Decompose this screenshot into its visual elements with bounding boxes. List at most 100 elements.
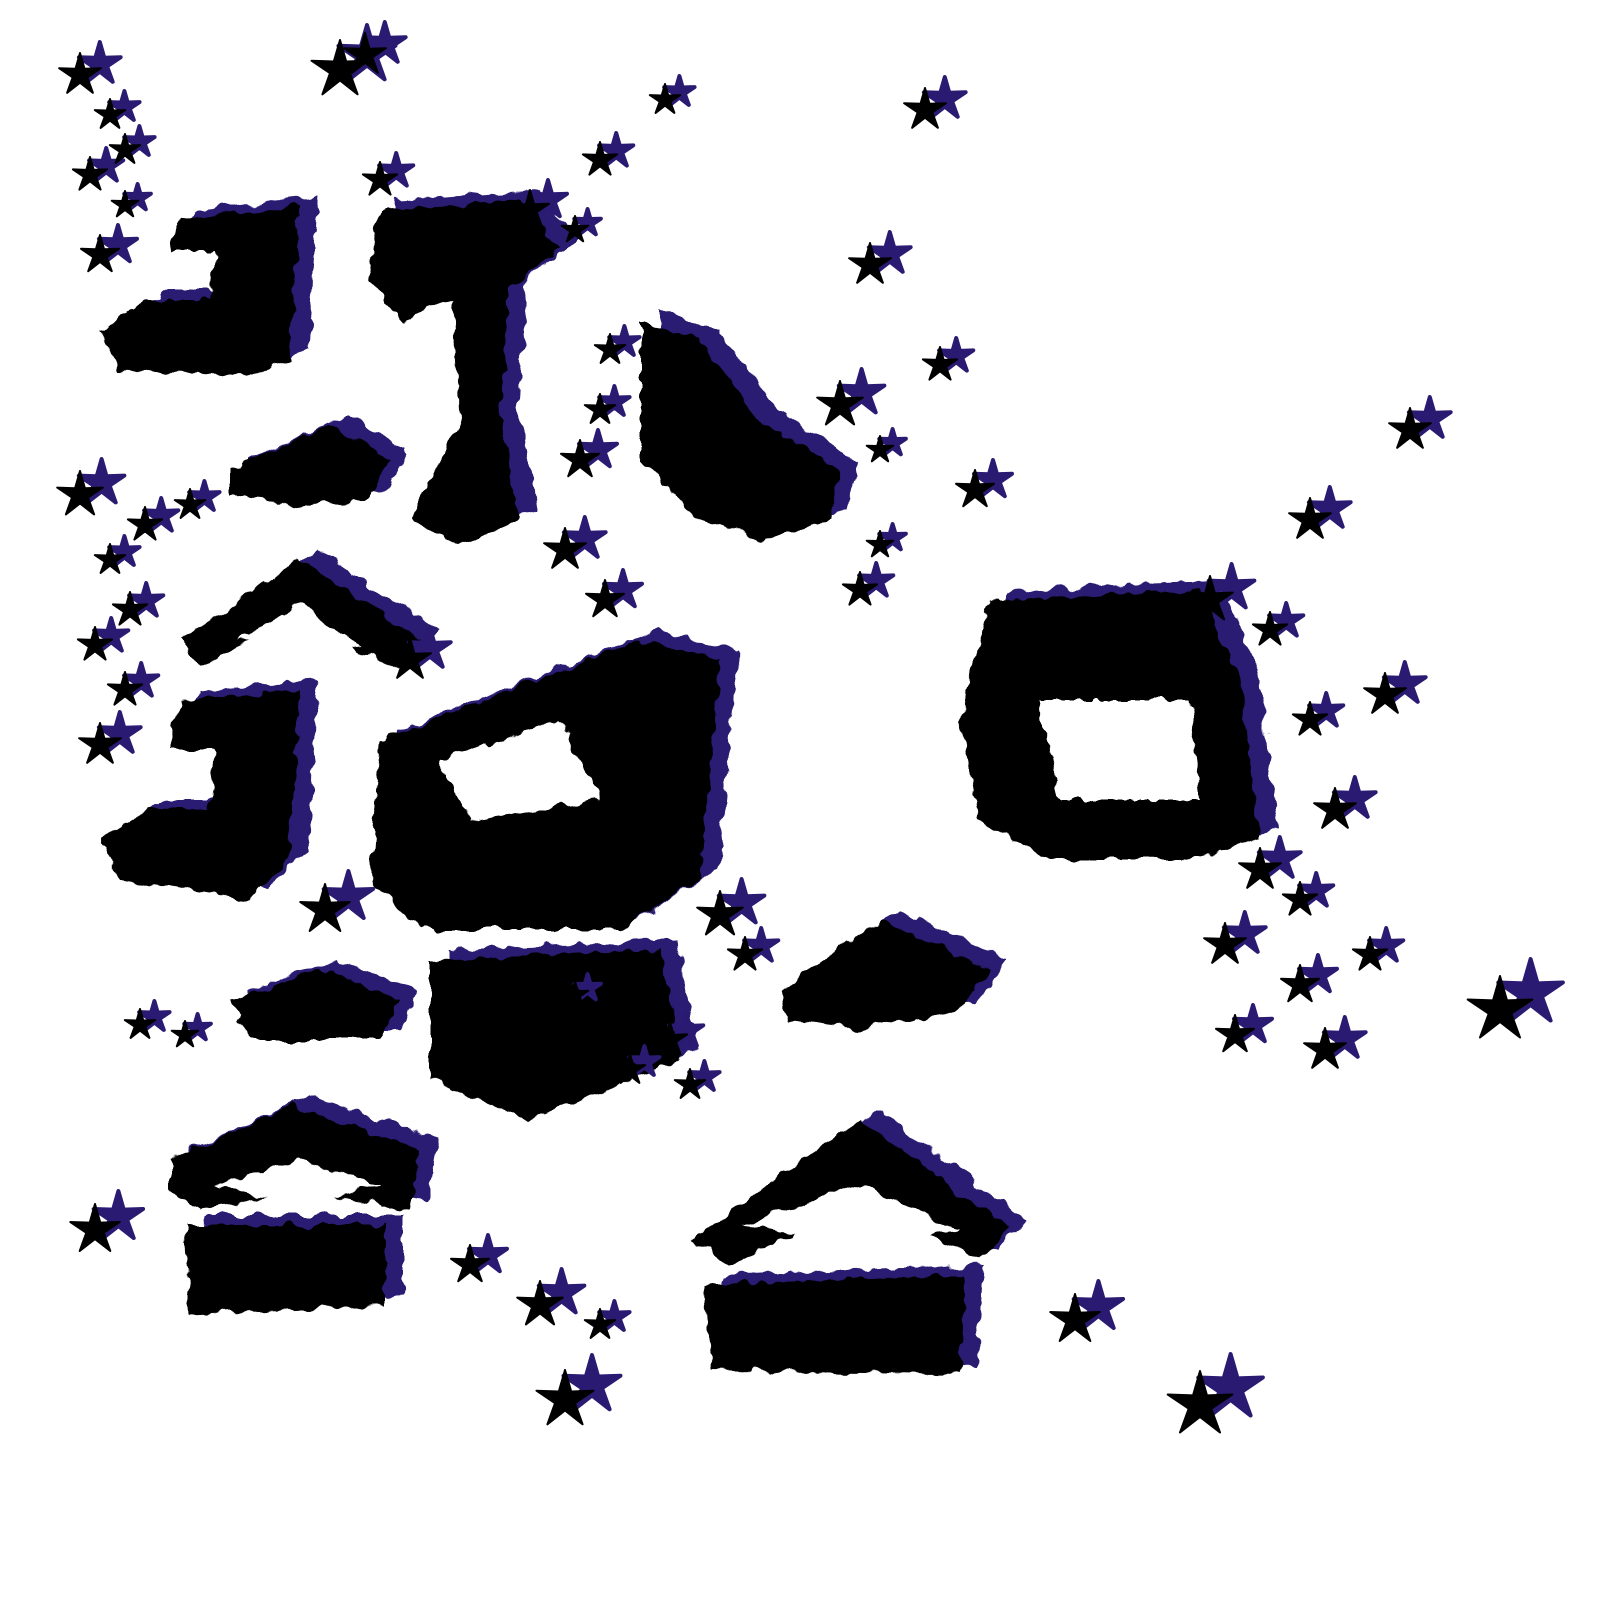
star-icon [613, 1053, 647, 1084]
star-icon [96, 710, 143, 754]
star-icon [1303, 1027, 1347, 1069]
star-icon [816, 380, 864, 426]
star-icon [93, 98, 127, 129]
star-icon [921, 346, 959, 381]
star-icon [106, 671, 144, 706]
star-icon [182, 1012, 213, 1042]
star-icon [377, 151, 416, 188]
star-icon [107, 534, 142, 567]
star-icon [123, 1008, 157, 1039]
brush-mark [640, 320, 840, 540]
star-icon [1049, 1293, 1101, 1342]
star-icon [602, 568, 644, 609]
star-icon [1288, 497, 1332, 539]
star-icon [122, 182, 153, 212]
star-icon [583, 393, 617, 424]
star-icon [1232, 1003, 1274, 1044]
star-icon [903, 87, 947, 129]
star-icon [92, 616, 131, 653]
brush-mark-gap [215, 1160, 380, 1205]
brush-mark-gap [240, 605, 360, 655]
star-icon [122, 124, 157, 157]
brush-mark [185, 1225, 385, 1315]
star-icon [866, 230, 913, 274]
star-icon [921, 75, 968, 119]
star-icon [111, 591, 149, 626]
star-icon [627, 1044, 662, 1077]
star-icon [450, 1244, 490, 1283]
star-icon [122, 661, 161, 698]
star-icon [97, 223, 139, 264]
brush-strokes [100, 190, 1278, 1375]
star-icon [1351, 936, 1389, 971]
star-icon [1203, 922, 1247, 964]
brush-mark [705, 1275, 965, 1375]
star-icon [108, 133, 142, 164]
star-icon [1206, 562, 1257, 610]
star-icon [93, 543, 127, 574]
star-icon [536, 1267, 587, 1315]
star-icon [1221, 910, 1268, 954]
star-icon [343, 32, 387, 74]
star-icon [388, 637, 432, 679]
star-icon [126, 506, 164, 541]
star-icon [1186, 575, 1234, 621]
star-icon [726, 936, 764, 971]
brush-mark [100, 690, 300, 900]
star-icon [1496, 957, 1565, 1023]
brush-mark [780, 920, 990, 1030]
star-icon [561, 1353, 623, 1412]
star-icon [696, 890, 744, 936]
star-icon [572, 972, 603, 1002]
star-icon [561, 515, 608, 559]
star-icon [865, 530, 895, 558]
star-icon [577, 428, 619, 469]
star-icon [1388, 407, 1432, 449]
star-icon [299, 883, 351, 932]
star-icon [648, 83, 682, 114]
star-icon [1363, 672, 1407, 714]
star-icon [1297, 871, 1336, 908]
star-icon [687, 1059, 722, 1092]
star-icon [361, 20, 408, 64]
star-icon [406, 625, 453, 669]
brush-mark-gap [740, 1185, 960, 1245]
star-icon [127, 581, 166, 618]
star-icon [1406, 395, 1453, 439]
star-icon [361, 161, 399, 196]
star-icon [535, 1369, 595, 1426]
star-icon [1381, 660, 1428, 704]
star-icon [651, 1021, 689, 1056]
star-field [56, 20, 1565, 1434]
star-icon [583, 1308, 617, 1339]
star-icon [597, 384, 632, 417]
star-icon [110, 190, 140, 218]
star-icon [593, 333, 627, 364]
star-icon [69, 1203, 121, 1252]
star-icon [1256, 835, 1303, 879]
star-icon [142, 496, 181, 533]
star-icon [667, 1011, 706, 1048]
star-icon [1166, 1370, 1234, 1434]
star-icon [137, 999, 172, 1032]
star-icon [321, 869, 376, 920]
star-icon [841, 571, 879, 606]
star-icon [1466, 975, 1534, 1039]
star-icon [78, 722, 122, 764]
star-icon [937, 336, 976, 373]
star-icon [80, 234, 120, 273]
star-icon [173, 488, 207, 519]
star-icon [76, 40, 123, 84]
star-icon [1251, 611, 1289, 646]
star-icon [1071, 1279, 1126, 1330]
star-icon [1238, 847, 1282, 889]
star-icon [71, 156, 109, 191]
star-icon [58, 52, 102, 94]
star-icon [1321, 1015, 1368, 1059]
star-icon [560, 439, 600, 478]
star-icon [467, 1233, 509, 1274]
brush-mark [430, 950, 680, 1120]
brush-mark-gap [440, 720, 600, 820]
star-icon [585, 579, 625, 618]
